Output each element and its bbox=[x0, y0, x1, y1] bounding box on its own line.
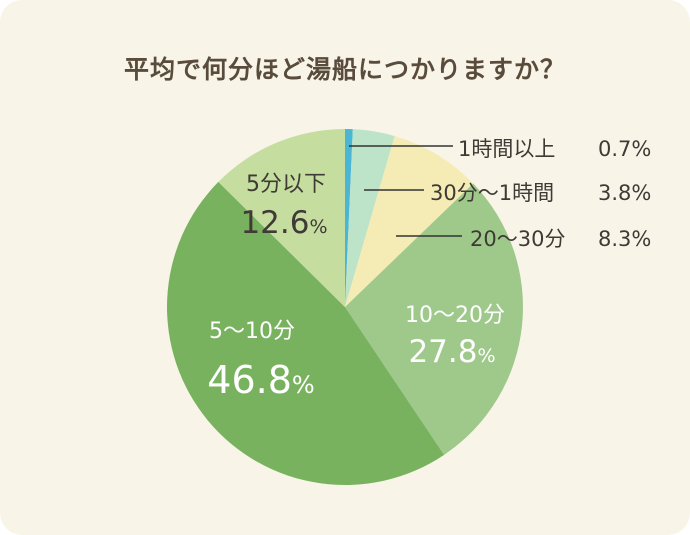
pie-slice-3 bbox=[345, 136, 474, 307]
slice-label-2: 30分〜1時間 bbox=[430, 181, 554, 205]
slice-value-6: 12.6% bbox=[240, 205, 327, 241]
slice-value-3: 8.3% bbox=[598, 227, 651, 251]
pie-slice-4 bbox=[345, 183, 524, 455]
slice-value-5: 46.8% bbox=[207, 358, 314, 402]
slice-value-1: 0.7% bbox=[598, 137, 651, 161]
slice-label-5: 5〜10分 bbox=[209, 319, 295, 344]
slice-label-4: 10〜20分 bbox=[405, 303, 505, 328]
slice-value-2: 3.8% bbox=[598, 181, 651, 205]
slice-label-6: 5分以下 bbox=[246, 172, 326, 197]
pie-slice-2 bbox=[345, 129, 395, 307]
chart-title: 平均で何分ほど湯船につかりますか？ bbox=[123, 55, 566, 84]
pie-slice-1 bbox=[345, 129, 353, 307]
slice-value-4: 27.8% bbox=[408, 334, 495, 370]
slice-label-1: 1時間以上 bbox=[458, 137, 555, 161]
slice-label-3: 20〜30分 bbox=[470, 227, 565, 251]
pie-slice-6 bbox=[218, 129, 345, 307]
pie-slice-5 bbox=[167, 181, 445, 486]
